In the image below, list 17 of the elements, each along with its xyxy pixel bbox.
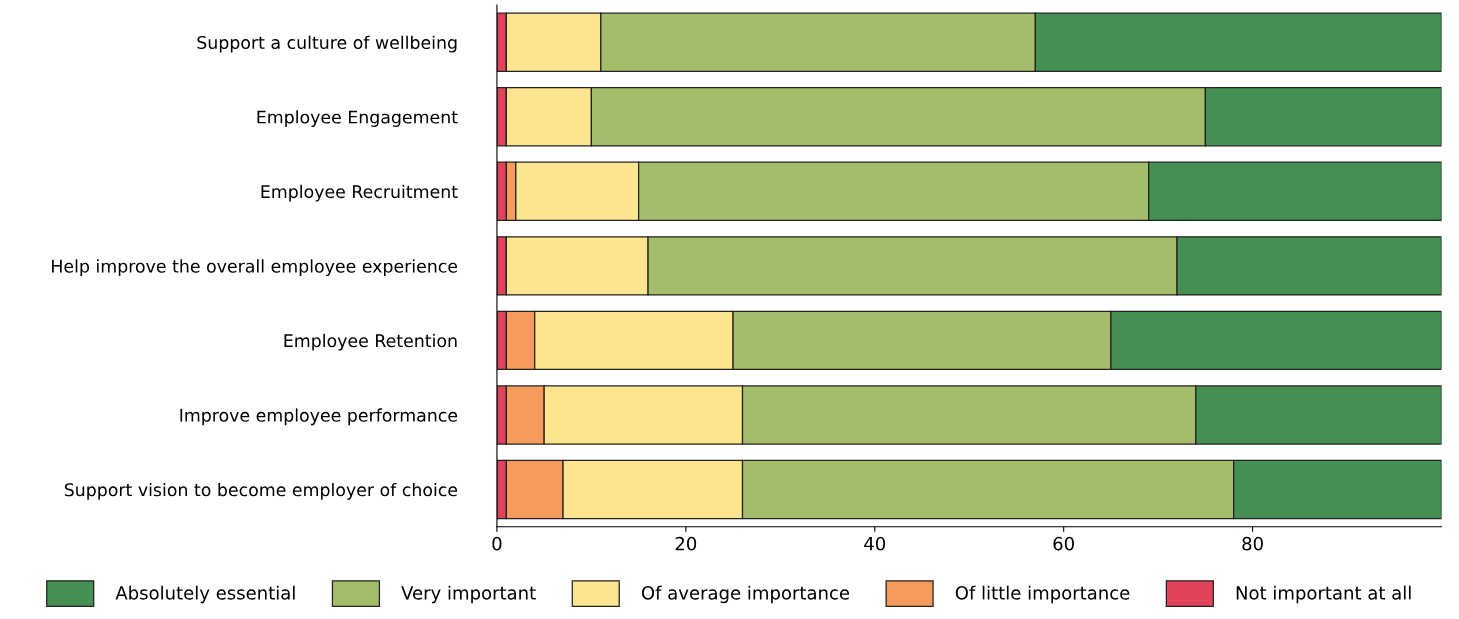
y-tick-label: Support a culture of wellbeing <box>197 35 457 53</box>
y-tick-label: Employee Retention <box>284 333 457 351</box>
y-tick-label: Support vision to become employer of choice <box>64 482 458 500</box>
x-tick-label: 60 <box>1053 536 1074 551</box>
y-tick-label: Employee Engagement <box>257 110 458 127</box>
legend-label: Of little importance <box>955 585 1130 604</box>
y-tick-label: Employee Recruitment <box>261 184 458 202</box>
legend-label: Not important at all <box>1236 585 1411 604</box>
y-tick-label: Help improve the overall employee experience <box>52 259 458 277</box>
legend-label: Absolutely essential <box>115 585 295 604</box>
legend-label: Very important <box>401 585 536 604</box>
x-tick-label: 0 <box>492 536 502 551</box>
x-tick-label: 40 <box>864 536 886 551</box>
y-tick-label: Improve employee performance <box>180 408 458 426</box>
x-tick-label: 20 <box>675 536 697 551</box>
x-tick-label: 80 <box>1242 536 1263 551</box>
legend-label: Of average importance <box>641 585 850 604</box>
